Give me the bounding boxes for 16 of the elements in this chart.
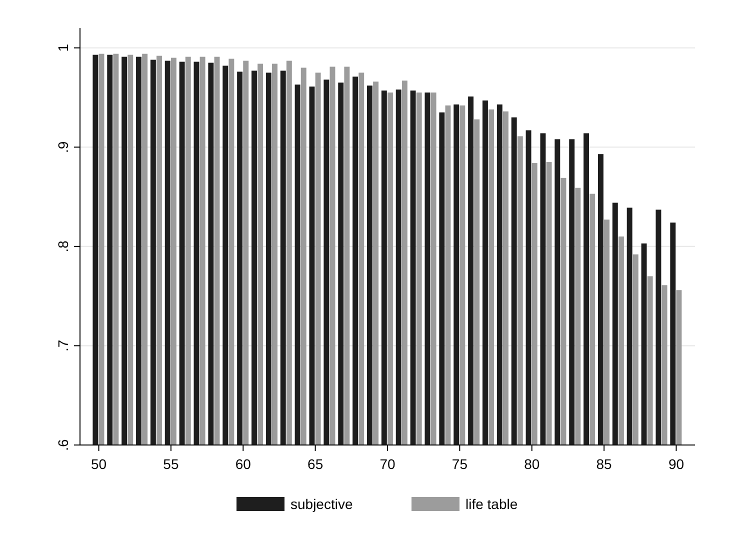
x-tick-label: 55	[163, 456, 179, 472]
y-tick-label: .8	[55, 240, 71, 252]
x-tick-label: 65	[308, 456, 324, 472]
y-tick-label: .6	[55, 438, 71, 451]
x-tick-label: 90	[668, 456, 684, 472]
y-tick-label: .7	[55, 340, 71, 352]
legend-label: life table	[466, 496, 518, 512]
x-tick-label: 85	[596, 456, 612, 472]
x-tick-label: 80	[524, 456, 540, 472]
x-tick-label: 75	[452, 456, 468, 472]
x-tick-label: 70	[380, 456, 396, 472]
x-tick-label: 60	[235, 456, 252, 472]
x-tick-label: 50	[90, 456, 107, 472]
y-tick-label: 1	[55, 44, 71, 52]
y-tick-label: .9	[55, 141, 71, 153]
legend-label: subjective	[290, 496, 353, 512]
